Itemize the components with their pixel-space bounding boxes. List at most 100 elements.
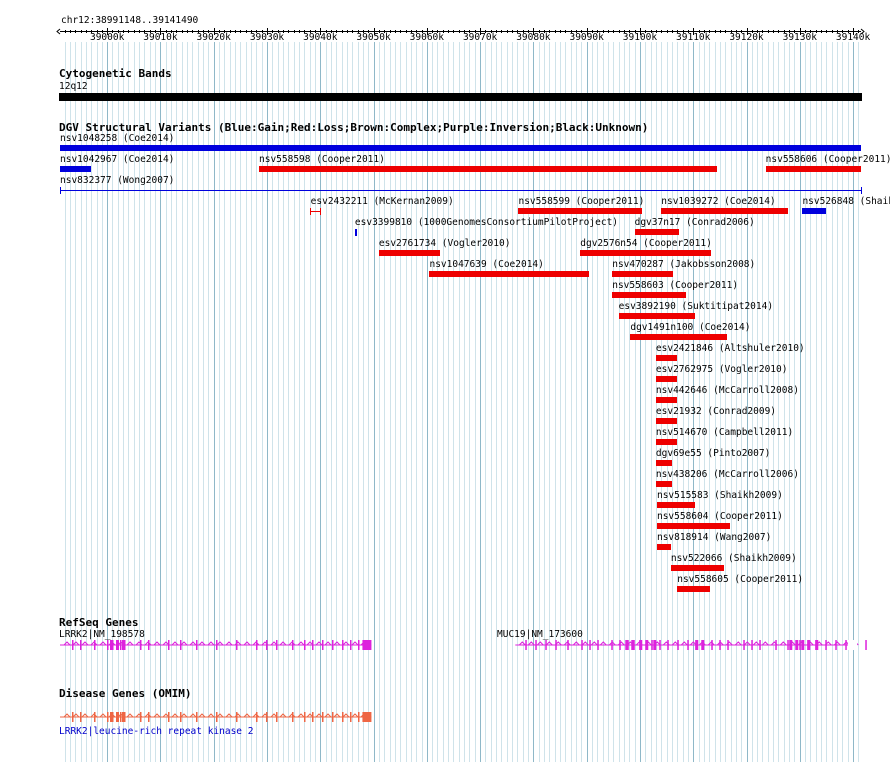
dgv-feature-bar[interactable] (378, 250, 441, 256)
dgv-feature-bar[interactable] (655, 397, 678, 403)
muc19-exon[interactable] (619, 640, 621, 650)
muc19-exon[interactable] (651, 640, 653, 650)
lrrk2-exon[interactable] (168, 640, 170, 650)
omim-lrrk2-exon[interactable] (122, 712, 125, 722)
omim-lrrk2-exon[interactable] (80, 712, 82, 722)
dgv-feature-bar[interactable] (677, 586, 711, 592)
omim-lrrk2-exon[interactable] (350, 712, 352, 722)
dgv-feature-label[interactable]: esv2421846 (Altshuler2010) (655, 343, 805, 354)
omim-lrrk2-exon[interactable] (322, 712, 324, 722)
omim-lrrk2-exon[interactable] (292, 712, 294, 722)
muc19-exon[interactable] (567, 640, 569, 650)
dgv-feature-bar[interactable] (60, 166, 92, 172)
lrrk2-exon[interactable] (107, 640, 109, 650)
muc19-exon[interactable] (597, 640, 599, 650)
dgv-feature-bar[interactable] (655, 418, 678, 424)
muc19-exon[interactable] (825, 640, 827, 650)
lrrk2-exon[interactable] (94, 640, 96, 650)
lrrk2-exon[interactable] (180, 640, 182, 650)
dgv-feature-label[interactable]: nsv558604 (Cooper2011) (656, 511, 783, 522)
dgv-feature-label[interactable]: dgv69e55 (Pinto2007) (655, 448, 771, 459)
muc19-exon[interactable] (701, 640, 705, 650)
dgv-feature-bar[interactable] (618, 313, 696, 319)
muc19-exon[interactable] (667, 640, 669, 650)
dgv-feature-label[interactable]: dgv37n17 (Conrad2006) (634, 217, 755, 228)
dgv-feature-bar[interactable] (655, 460, 672, 466)
muc19-exon[interactable] (695, 640, 699, 650)
muc19-exon[interactable] (581, 640, 583, 650)
dgv-feature-bar[interactable] (612, 271, 673, 277)
omim-lrrk2-exon[interactable] (276, 712, 278, 722)
dgv-feature-bar[interactable] (634, 229, 679, 235)
omim-lrrk2-exon[interactable] (148, 712, 150, 722)
muc19-exon[interactable] (659, 640, 661, 650)
dgv-feature-bar[interactable] (656, 544, 672, 550)
dgv-feature-bar[interactable] (802, 208, 827, 214)
dgv-feature-bar[interactable] (670, 565, 725, 571)
lrrk2-exon[interactable] (312, 640, 314, 650)
dgv-feature-label[interactable]: nsv818914 (Wang2007) (656, 532, 772, 543)
muc19-exon[interactable] (719, 640, 721, 650)
omim-lrrk2-exon[interactable] (72, 712, 74, 722)
omim-track-title[interactable]: Disease Genes (OMIM) (59, 687, 192, 700)
omim-lrrk2-exon[interactable] (312, 712, 314, 722)
dgv-feature-label[interactable]: nsv558605 (Cooper2011) (677, 574, 804, 585)
lrrk2-exon[interactable] (342, 640, 344, 650)
lrrk2-exon[interactable] (236, 640, 238, 650)
dgv-feature-label[interactable]: nsv1042967 (Coe2014) (60, 154, 175, 165)
dgv-feature-label[interactable]: nsv1039272 (Coe2014) (661, 196, 776, 207)
muc19-exon[interactable] (801, 640, 805, 650)
muc19-exon[interactable] (645, 640, 649, 650)
omim-lrrk2-exon[interactable] (304, 712, 306, 722)
refseq-track-title[interactable]: RefSeq Genes (59, 616, 139, 629)
muc19-exon[interactable] (653, 640, 657, 650)
muc19-exon[interactable] (845, 640, 847, 650)
omim-gene-label[interactable]: LRRK2|leucine-rich repeat kinase 2 (59, 726, 254, 737)
omim-lrrk2-exon[interactable] (256, 712, 258, 722)
dgv-feature-bar[interactable] (655, 439, 678, 445)
lrrk2-exon[interactable] (196, 640, 198, 650)
omim-lrrk2-exon[interactable] (168, 712, 170, 722)
omim-lrrk2-exon[interactable] (342, 712, 344, 722)
muc19-exon[interactable] (631, 640, 635, 650)
muc19-exon[interactable] (775, 640, 777, 650)
lrrk2-exon[interactable] (110, 640, 113, 650)
omim-lrrk2-exon[interactable] (180, 712, 182, 722)
lrrk2-exon[interactable] (350, 640, 352, 650)
refseq-gene-models[interactable] (0, 636, 890, 656)
muc19-exon[interactable] (589, 640, 591, 650)
dgv-feature-label[interactable]: nsv558599 (Cooper2011) (518, 196, 645, 207)
lrrk2-exon[interactable] (216, 640, 218, 650)
omim-lrrk2-exon[interactable] (120, 712, 122, 722)
omim-lrrk2-exon[interactable] (332, 712, 334, 722)
dgv-feature-bar[interactable] (354, 229, 357, 236)
dgv-feature-label[interactable]: nsv526848 (Shaikh2009) (802, 196, 890, 207)
dgv-feature-bar[interactable] (656, 523, 730, 529)
dgv-feature-label[interactable]: esv2761734 (Vogler2010) (378, 238, 511, 249)
muc19-exon[interactable] (787, 640, 789, 650)
dgv-feature-bar[interactable] (60, 145, 861, 151)
dgv-feature-bar[interactable] (630, 334, 728, 340)
muc19-exon[interactable] (687, 640, 689, 650)
dgv-feature-label[interactable]: dgv1491n100 (Coe2014) (630, 322, 751, 333)
omim-lrrk2-exon[interactable] (140, 712, 142, 722)
muc19-exon[interactable] (711, 640, 713, 650)
lrrk2-exon[interactable] (120, 640, 122, 650)
muc19-exon[interactable] (865, 640, 867, 650)
dgv-feature-label[interactable]: nsv514670 (Campbell2011) (655, 427, 794, 438)
lrrk2-exon[interactable] (148, 640, 150, 650)
omim-lrrk2-exon[interactable] (110, 712, 113, 722)
omim-lrrk2-exon[interactable] (94, 712, 96, 722)
dgv-feature-bar[interactable] (655, 481, 672, 487)
muc19-exon[interactable] (545, 640, 547, 650)
muc19-exon[interactable] (525, 640, 527, 650)
muc19-exon[interactable] (759, 640, 761, 650)
dgv-feature-bar[interactable] (518, 208, 642, 214)
muc19-exon[interactable] (639, 640, 643, 650)
omim-lrrk2-exon[interactable] (196, 712, 198, 722)
dgv-feature-label[interactable]: nsv1047639 (Coe2014) (429, 259, 544, 270)
lrrk2-exon[interactable] (292, 640, 294, 650)
dgv-feature-bar[interactable] (580, 250, 711, 256)
lrrk2-exon[interactable] (72, 640, 74, 650)
cytoband-track-title[interactable]: Cytogenetic Bands (59, 67, 172, 80)
